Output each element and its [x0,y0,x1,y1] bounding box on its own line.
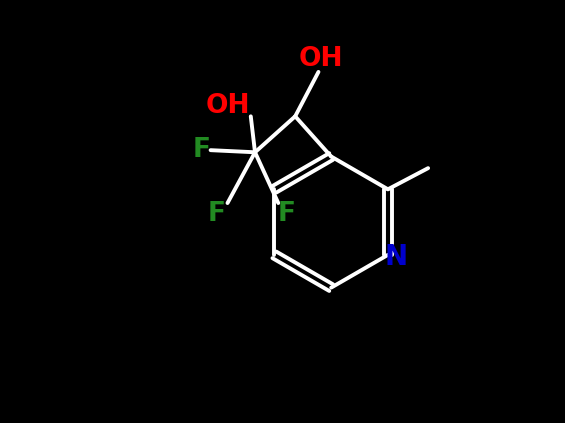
Text: F: F [192,137,210,163]
Text: OH: OH [298,46,343,72]
Text: OH: OH [205,93,250,119]
Text: F: F [208,201,226,227]
Text: F: F [278,201,295,227]
Text: N: N [385,243,408,271]
